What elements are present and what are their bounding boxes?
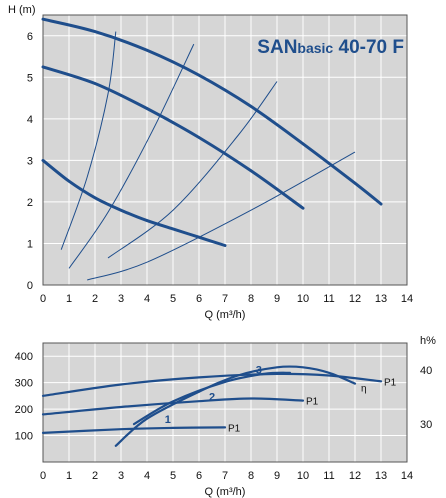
bottom-y-right-axis-title: h% [420,335,436,347]
top-x-tick-label: 0 [40,293,46,305]
bottom-x-tick-label: 1 [66,470,72,482]
top-x-tick-label: 7 [222,293,228,305]
bottom-y-right-tick-label: 30 [420,419,432,431]
bottom-plot-border [42,342,408,463]
top-x-tick-label: 10 [297,293,309,305]
power-curve [41,426,227,434]
bottom-y-tick-label: 100 [15,431,33,443]
bottom-y-tick-label: 300 [15,378,33,390]
top-y-tick-label: 6 [27,31,33,43]
bottom-x-tick-label: 0 [40,470,46,482]
top-x-tick-label: 6 [196,293,202,305]
bottom-y-tick-label: 200 [15,404,33,416]
power-curve-tag: P1 [228,423,241,434]
top-x-tick-label: 2 [92,293,98,305]
top-system-curve [68,43,195,269]
bottom-x-tick-label: 11 [323,470,334,482]
top-x-tick-label: 12 [349,293,361,305]
top-x-tick-label: 1 [66,293,72,305]
top-x-tick-label: 14 [401,293,413,305]
top-x-tick-label: 3 [118,293,124,305]
bottom-y-tick-label: 400 [15,351,33,363]
chart-title-part: 40-70 F [333,37,404,58]
top-y-tick-label: 3 [27,155,33,167]
bottom-x-tick-label: 10 [297,470,309,482]
chart-title-part: basic [297,40,333,56]
top-system-curve [107,81,278,259]
power-curve [41,397,305,416]
bottom-x-tick-label: 12 [349,470,361,482]
top-y-tick-label: 5 [27,72,33,84]
power-curve-tag: P1 [306,397,319,408]
bottom-x-tick-label: 8 [248,470,254,482]
bottom-x-tick-label: 14 [401,470,413,482]
top-x-tick-label: 8 [248,293,254,305]
top-y-tick-label: 2 [27,197,33,209]
top-x-tick-label: 11 [323,293,334,305]
power-curve-number: 1 [165,414,171,426]
top-x-axis-title: Q (m³/h) [205,309,246,321]
bottom-x-tick-label: 6 [196,470,202,482]
bottom-x-tick-label: 3 [118,470,124,482]
power-curve-number: 2 [209,392,215,404]
chart-title-part: SAN [257,37,297,58]
bottom-y-right-tick-label: 40 [420,365,432,377]
top-x-tick-label: 5 [170,293,176,305]
top-pump-curve [41,65,305,210]
top-y-tick-label: 0 [27,280,33,292]
bottom-x-tick-label: 9 [274,470,280,482]
power-curve [41,372,383,397]
bottom-x-tick-label: 13 [375,470,387,482]
efficiency-curve [114,365,357,447]
power-curve-number: 3 [256,364,262,376]
top-system-curve [87,151,356,281]
top-system-curve [60,31,117,250]
top-x-tick-label: 13 [375,293,387,305]
top-plot-border [42,14,408,286]
top-y-axis-title: H (m) [8,4,36,16]
chart-title: SANbasic 40-70 F [257,37,404,58]
bottom-x-tick-label: 2 [92,470,98,482]
bottom-x-tick-label: 4 [144,470,150,482]
top-x-tick-label: 9 [274,293,280,305]
bottom-x-axis-title: Q (m³/h) [205,486,246,498]
power-curve-tag: P1 [384,377,397,388]
top-y-tick-label: 4 [27,114,33,126]
top-x-tick-label: 4 [144,293,150,305]
bottom-x-tick-label: 7 [222,470,228,482]
top-y-tick-label: 1 [27,238,33,250]
bottom-x-tick-label: 5 [170,470,176,482]
efficiency-curve-label: η [361,384,367,395]
top-pump-curve [41,158,227,247]
top-pump-curve [41,17,383,206]
